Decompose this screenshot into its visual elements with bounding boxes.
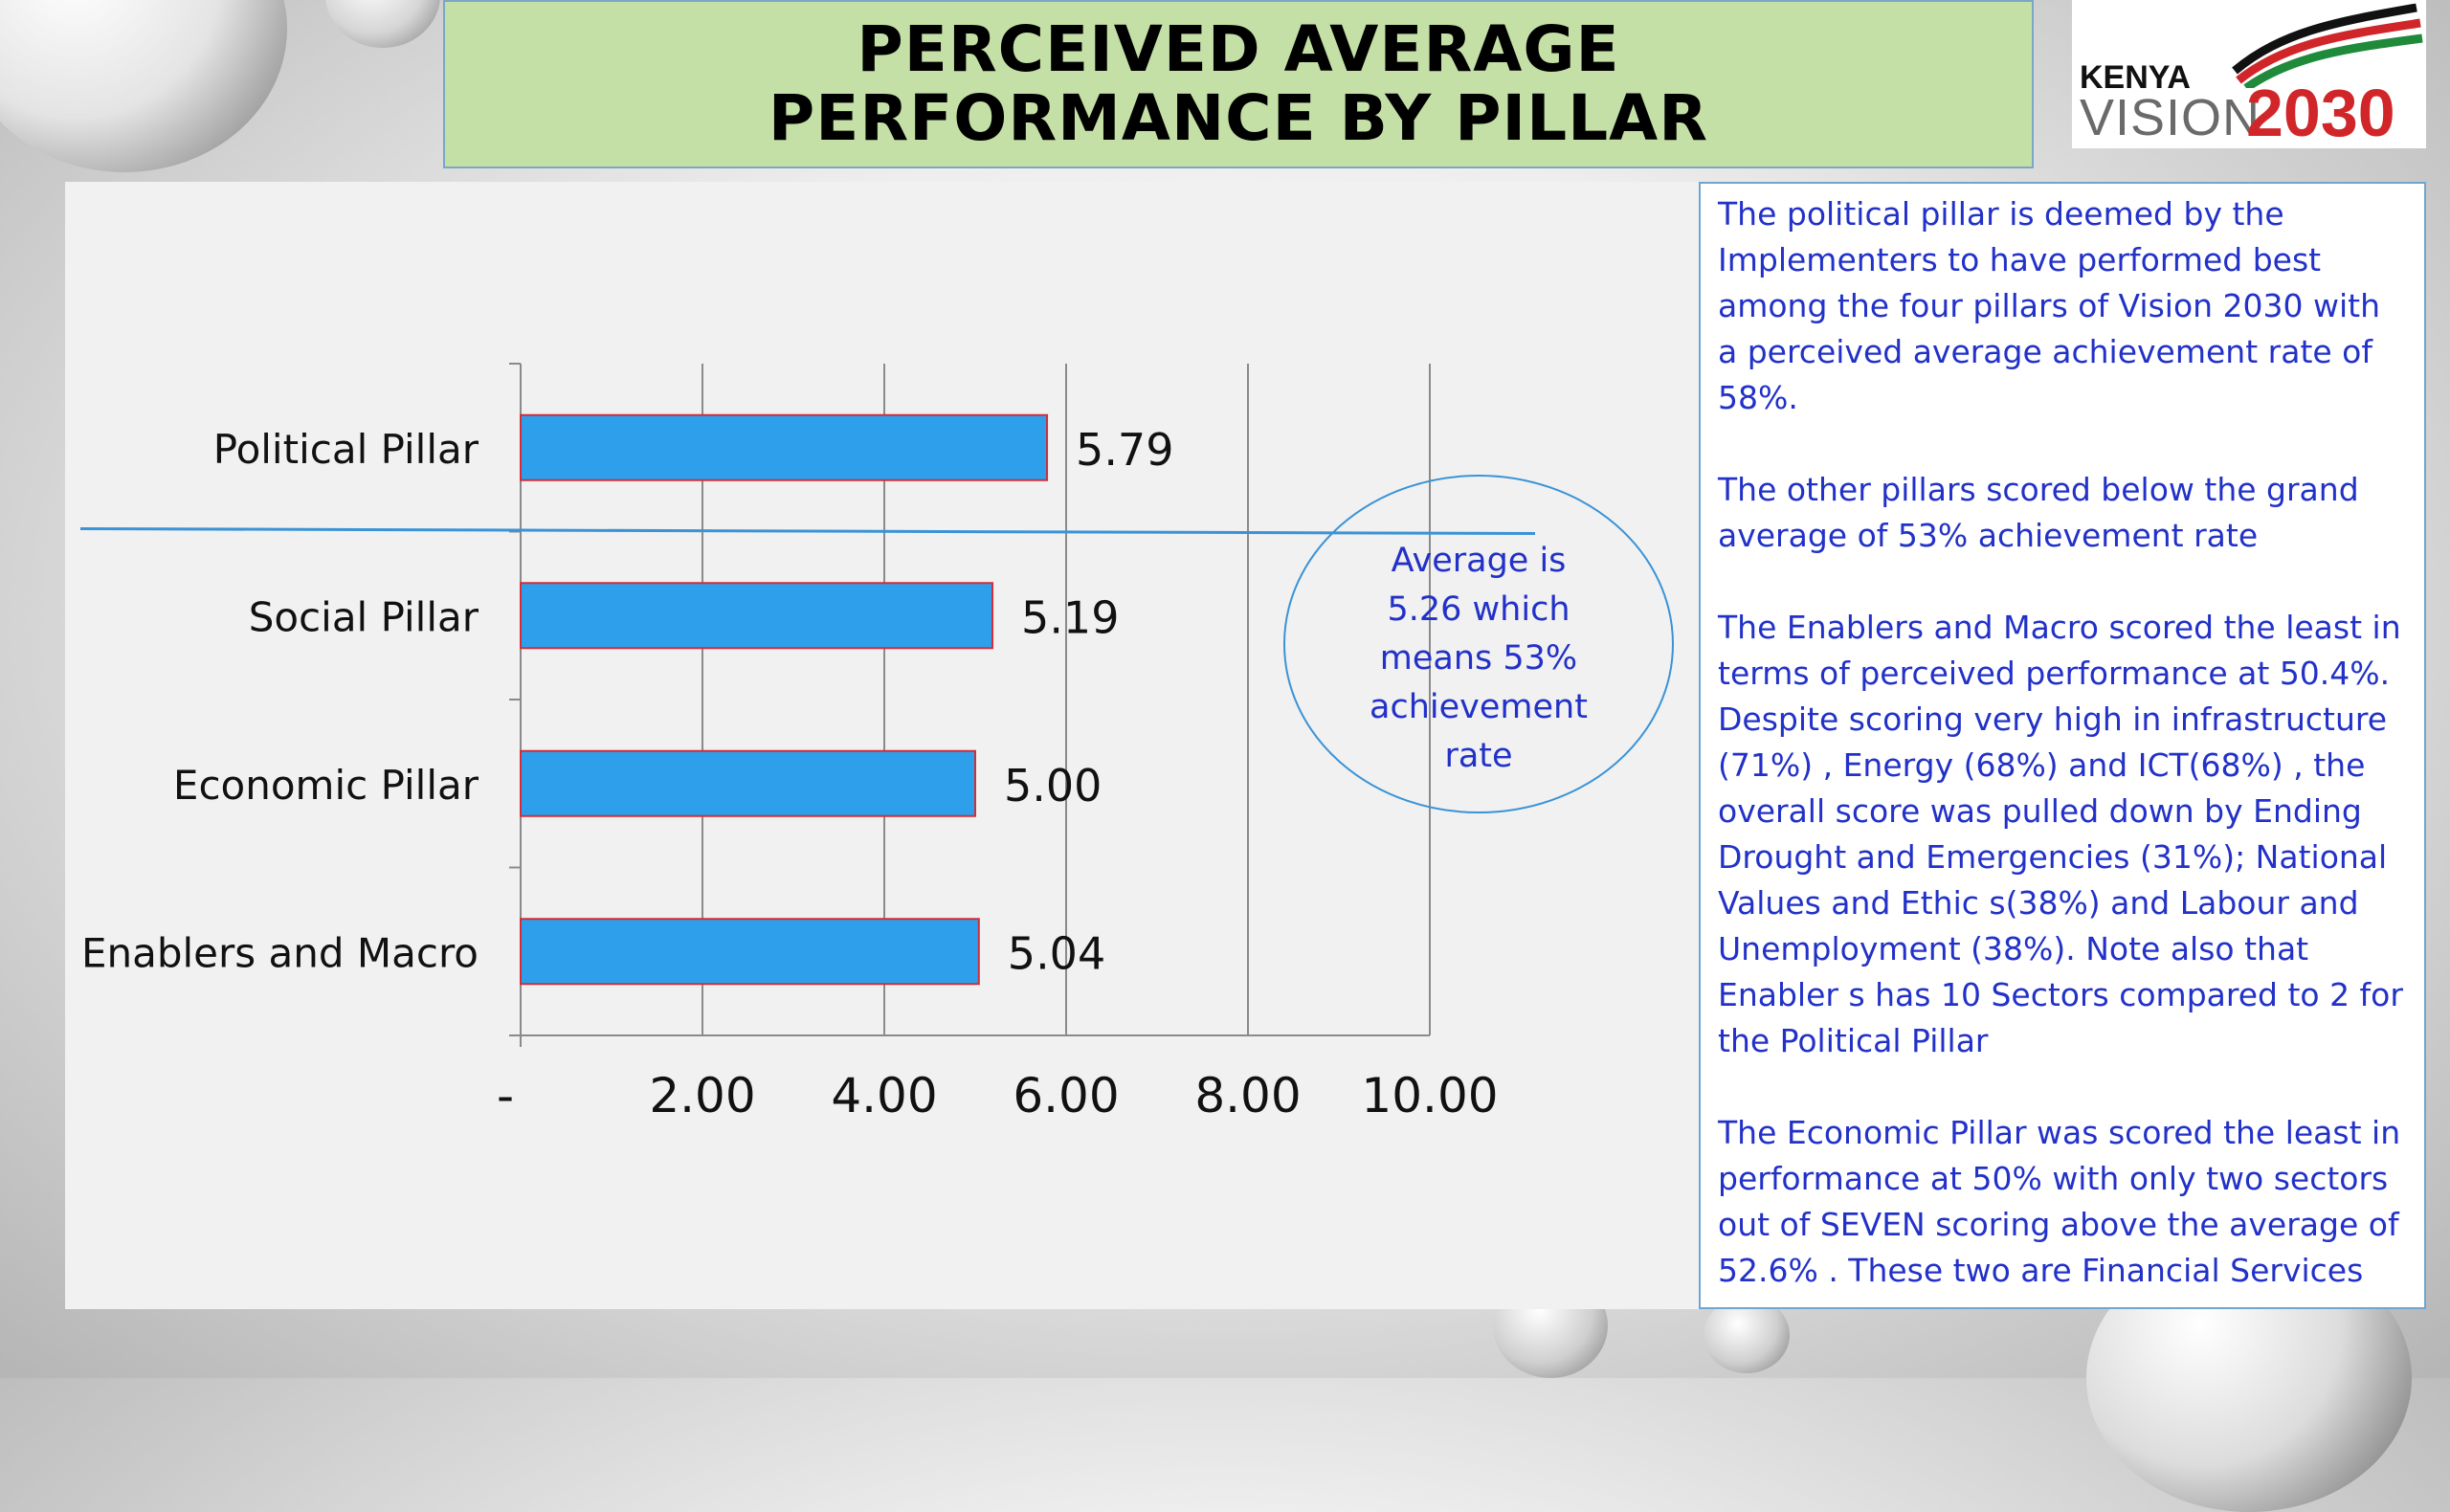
logo-vision-text: VISION (2080, 89, 2261, 146)
category-label: Political Pillar (213, 426, 479, 473)
x-tick-label: 2.00 (649, 1068, 755, 1123)
x-tick-label: 8.00 (1194, 1068, 1301, 1123)
flag-swoosh-icon (2232, 3, 2423, 88)
category-label: Social Pillar (249, 593, 479, 640)
vision-2030-logo: KENYA VISION 2030 (2072, 0, 2426, 150)
x-tick-label: - (497, 1068, 514, 1123)
bar (520, 918, 980, 986)
commentary-paragraph: The Economic Pillar was scored the least… (1718, 1114, 2401, 1289)
logo-year-text: 2030 (2246, 76, 2395, 150)
logo-kenya-text: KENYA (2080, 59, 2191, 96)
decorative-droplet (0, 0, 287, 172)
x-tick-label: 6.00 (1013, 1068, 1119, 1123)
category-label: Enablers and Macro (81, 929, 479, 976)
commentary-paragraph: The other pillars scored below the grand… (1718, 471, 2359, 554)
chart-panel: - 2.00 4.00 6.00 8.00 10.00 Political Pillar 5.… (65, 182, 1702, 1309)
value-label: 5.04 (1008, 927, 1105, 979)
bar (520, 413, 1049, 481)
value-label: 5.79 (1076, 424, 1173, 476)
commentary-panel: The political pillar is deemed by the Im… (1699, 182, 2426, 1309)
slide-title: PERCEIVED AVERAGE PERFORMANCE BY PILLAR (768, 12, 1709, 155)
decorative-droplet (325, 0, 440, 48)
category-label: Economic Pillar (173, 762, 479, 809)
title-banner: PERCEIVED AVERAGE PERFORMANCE BY PILLAR (443, 0, 2034, 168)
bar-chart: - 2.00 4.00 6.00 8.00 10.00 Political Pillar 5.… (79, 363, 1674, 1123)
commentary-paragraph: The political pillar is deemed by the Im… (1718, 195, 2381, 416)
annotation-ellipse (1283, 475, 1674, 813)
value-label: 5.19 (1021, 591, 1119, 643)
bar (520, 749, 976, 817)
value-label: 5.00 (1004, 760, 1102, 812)
commentary-paragraph: The Enablers and Macro scored the least … (1718, 609, 2403, 1059)
bar (520, 582, 994, 650)
x-tick-label: 10.00 (1361, 1068, 1498, 1123)
x-tick-label: 4.00 (831, 1068, 937, 1123)
annotation-text: Average is 5.26 which means 53% achievement… (1370, 542, 1588, 775)
decorative-droplet (1704, 1297, 1790, 1373)
average-line (79, 527, 1536, 535)
